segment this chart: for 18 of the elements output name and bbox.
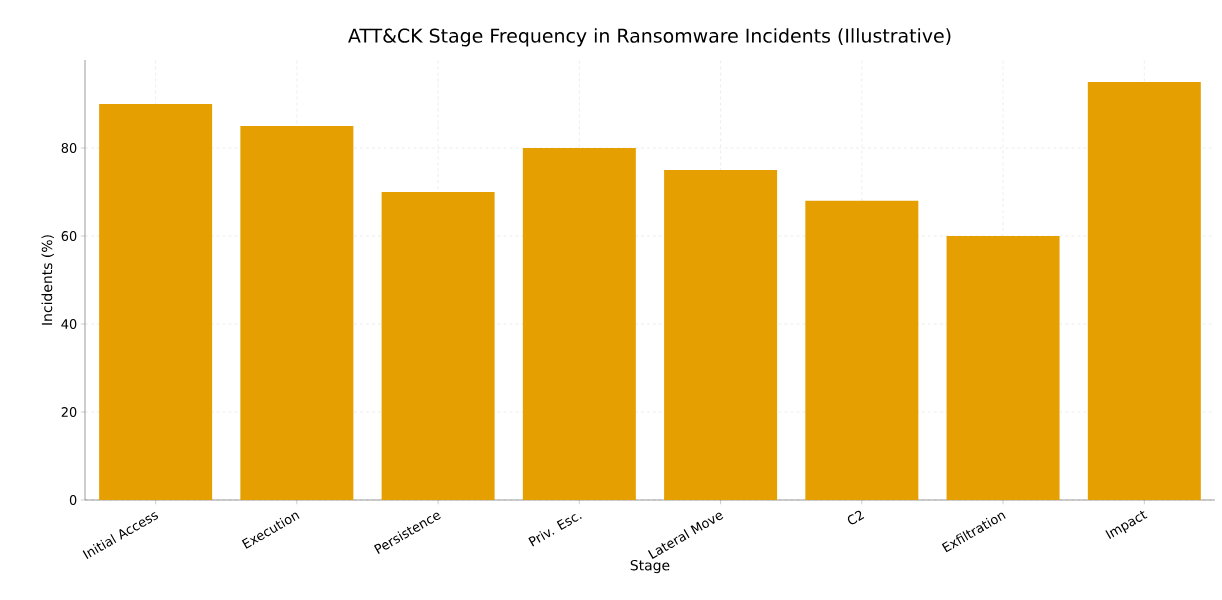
y-axis-title: Incidents (%) [41,235,54,325]
bar [805,200,919,500]
y-tick-label: 40 [61,319,77,329]
bar [381,192,495,500]
bar [946,236,1060,500]
bar [240,126,354,500]
chart-title: ATT&CK Stage Frequency in Ransomware Incidents (Illustrative) [348,28,951,47]
y-tick-label: 60 [61,231,77,241]
bar [99,104,213,500]
bar [1087,82,1201,500]
x-axis-title: Stage [630,559,670,574]
x-tick-label: Priv. Esc. [528,514,582,547]
bar [664,170,778,500]
y-tick-label: 80 [61,143,77,153]
x-tick-label: C2 [847,510,865,525]
bar [522,148,636,500]
y-tick-label: 20 [61,407,77,417]
y-tick-label: 0 [69,495,77,505]
